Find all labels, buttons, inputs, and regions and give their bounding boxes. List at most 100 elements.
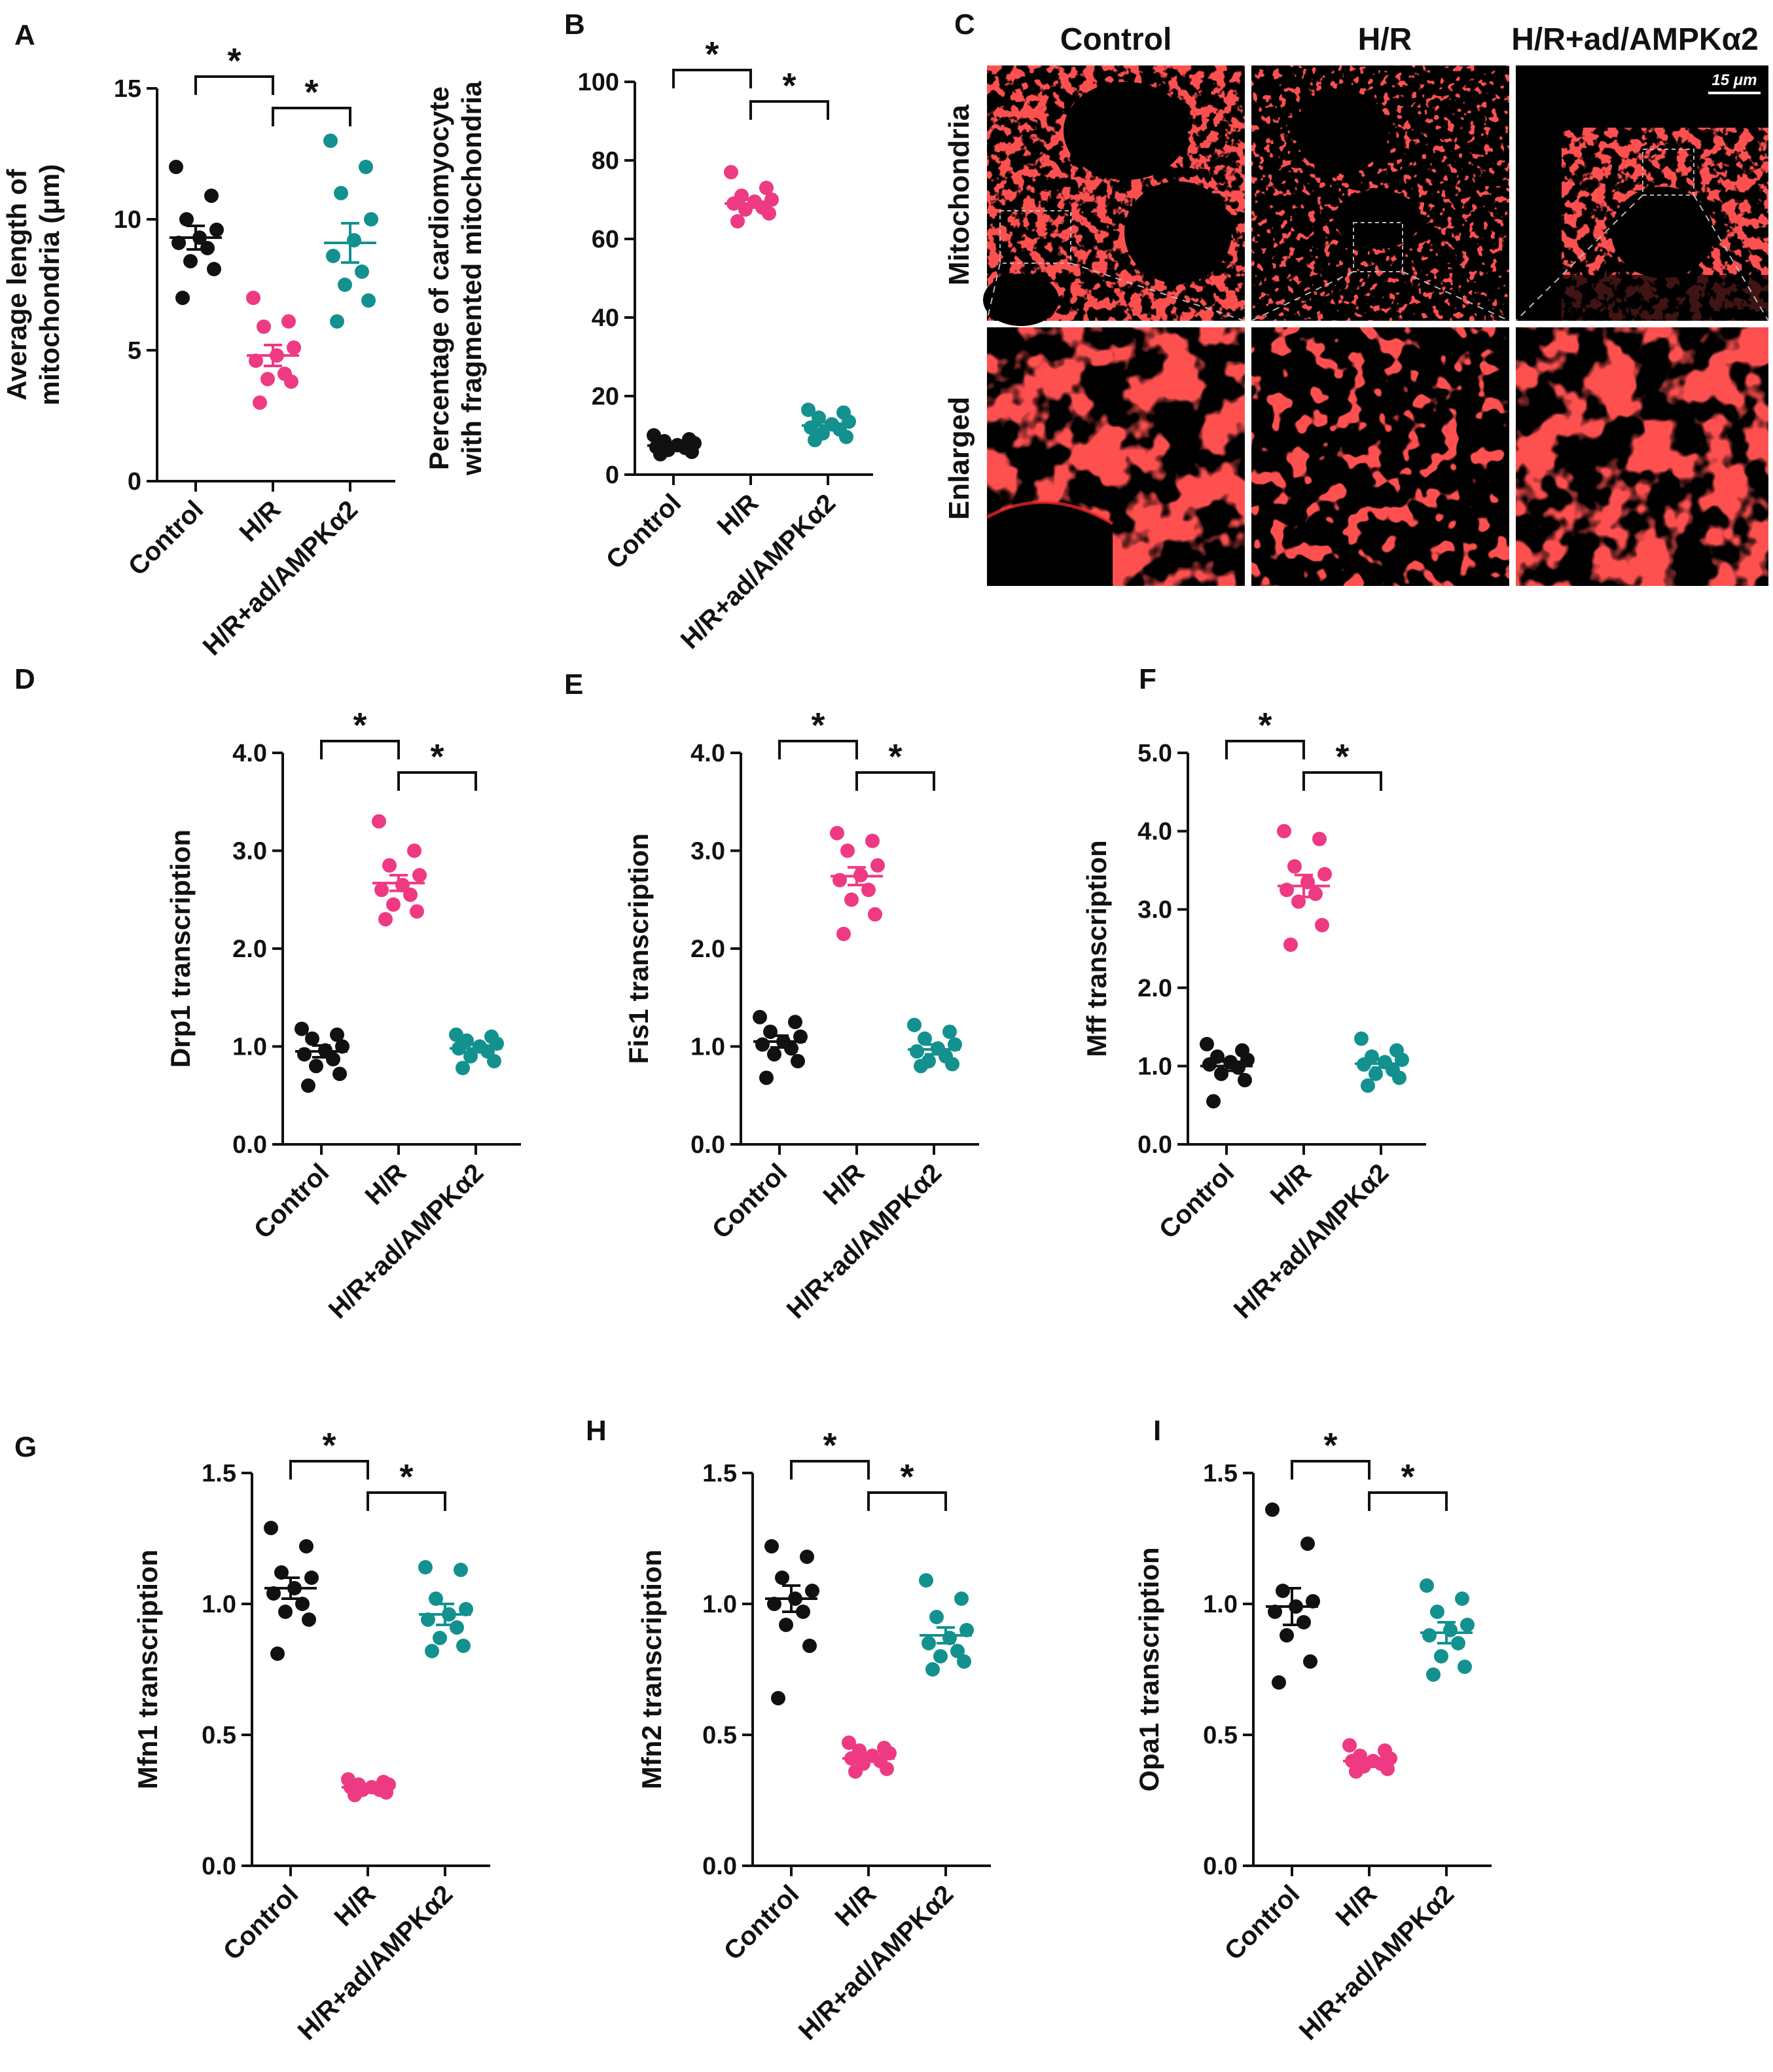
y-tick-label: 4.0 [232,740,267,767]
significance-star: * [1401,1457,1414,1497]
significance-bracket [397,771,477,791]
data-point [779,1618,793,1632]
micrograph-hr [1251,65,1509,321]
data-point [791,1053,805,1068]
significance-star: * [353,706,367,745]
y-axis-label: mitochondria (μm) [34,164,65,406]
data-point [738,202,753,217]
data-point [264,1521,278,1535]
panel-letter-i: I [1153,1415,1161,1447]
significance-bracket [367,1491,446,1511]
data-point [253,395,267,410]
x-tick-label: Control [601,488,687,575]
data-point [281,314,296,329]
y-axis-label: Fis1 transcription [623,833,654,1064]
panel-letter-g: G [14,1431,37,1463]
y-axis-label: Opa1 transcription [1134,1547,1164,1791]
chart-h: 0.0 0.5 1.0 1.5 Mfn2 transcription Control H/R… [636,1426,991,2046]
data-point [764,1539,779,1554]
data-point [929,1610,944,1624]
x-tick-label: H/R [360,1158,412,1210]
significance-bracket [289,1460,369,1480]
data-point [278,1605,293,1619]
data-point [1380,1762,1395,1776]
data-point [933,1649,948,1663]
data-point [270,1646,285,1661]
micrograph-hr-ampk-enlarged [1516,327,1768,586]
y-tick-label: 80 [592,147,619,175]
x-tick-label: Control [1154,1158,1240,1245]
data-point [950,1644,965,1658]
data-point [755,1037,770,1052]
x-tick-label: Control [719,1880,805,1966]
y-tick-label: 15 [114,75,141,103]
x-tick-label: Control [249,1158,335,1245]
data-point [284,374,298,389]
y-axis-label: Drp1 transcription [165,829,196,1068]
data-point [338,278,352,292]
data-point [323,134,338,148]
data-point [379,1785,393,1800]
data-point [836,926,851,941]
y-tick-label: 100 [578,69,619,96]
chart-g: 0.0 0.5 1.0 1.5 Mfn1 transcription Control H/R… [132,1426,490,2046]
data-point [305,1031,319,1046]
y-axis-label: Average length of [1,168,32,400]
data-point [297,1047,312,1062]
panel-letter-a: A [14,19,35,51]
data-point [880,1762,894,1776]
data-point [459,1602,473,1616]
data-point [304,1571,319,1585]
micrograph-panel: Control H/R H/R+ad/AMPKα2 Mitochondria E… [943,22,1769,586]
data-point [355,264,369,279]
data-point [1297,1615,1311,1629]
significance-bracket [272,107,351,126]
significance-bracket [320,740,400,759]
data-point [1458,1660,1472,1674]
y-tick-label: 5.0 [1137,740,1172,767]
zoom-connectors [986,194,1769,321]
significance-bracket [867,1491,947,1511]
y-tick-label: 0.0 [202,1853,236,1880]
data-point [456,1061,470,1076]
data-point [1206,1094,1221,1109]
data-point [348,1788,362,1802]
data-point [842,1736,856,1750]
significance-bracket [749,100,829,120]
data-point [450,1620,464,1635]
data-point [914,1059,928,1074]
y-tick-label: 0 [605,462,619,489]
data-point [730,214,745,228]
data-point [309,1059,323,1074]
chart-b: 0 20 40 60 80 100 Percentage of cardiomyocyte w… [423,35,873,655]
significance-star: * [1258,706,1272,745]
micrograph-control-enlarged [986,327,1245,586]
data-point [830,826,844,841]
data-point [868,907,882,922]
data-point [942,1025,957,1040]
data-point [839,429,853,445]
data-point [844,892,859,907]
data-point [1287,859,1302,874]
y-tick-label: 0 [128,468,141,496]
significance-star: * [811,706,825,745]
data-point [246,291,260,305]
significance-bracket [855,771,935,791]
data-point [865,833,880,848]
data-point [364,212,378,227]
data-point [1430,1605,1444,1619]
data-point [801,403,815,417]
y-tick-label: 10 [114,206,141,234]
data-point [1422,1628,1437,1643]
data-point [1306,1594,1320,1609]
y-tick-label: 3.0 [690,838,725,865]
data-point [1312,831,1327,846]
significance-star: * [227,41,241,81]
y-tick-label: 0.5 [702,1722,737,1749]
y-axis-label: Mfn2 transcription [636,1550,667,1789]
data-point [925,1662,940,1677]
data-point [332,1066,347,1081]
significance-star: * [1323,1426,1337,1465]
y-tick-label: 1.0 [702,1591,737,1618]
